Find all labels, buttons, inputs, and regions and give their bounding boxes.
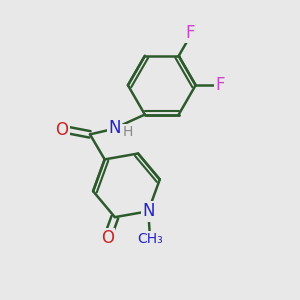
Text: H: H [123, 125, 134, 139]
Text: CH₃: CH₃ [137, 232, 163, 246]
Text: O: O [101, 229, 114, 247]
Text: O: O [55, 121, 68, 139]
Text: N: N [108, 119, 121, 137]
Text: N: N [142, 202, 155, 220]
Text: F: F [185, 24, 194, 42]
Text: F: F [215, 76, 225, 94]
